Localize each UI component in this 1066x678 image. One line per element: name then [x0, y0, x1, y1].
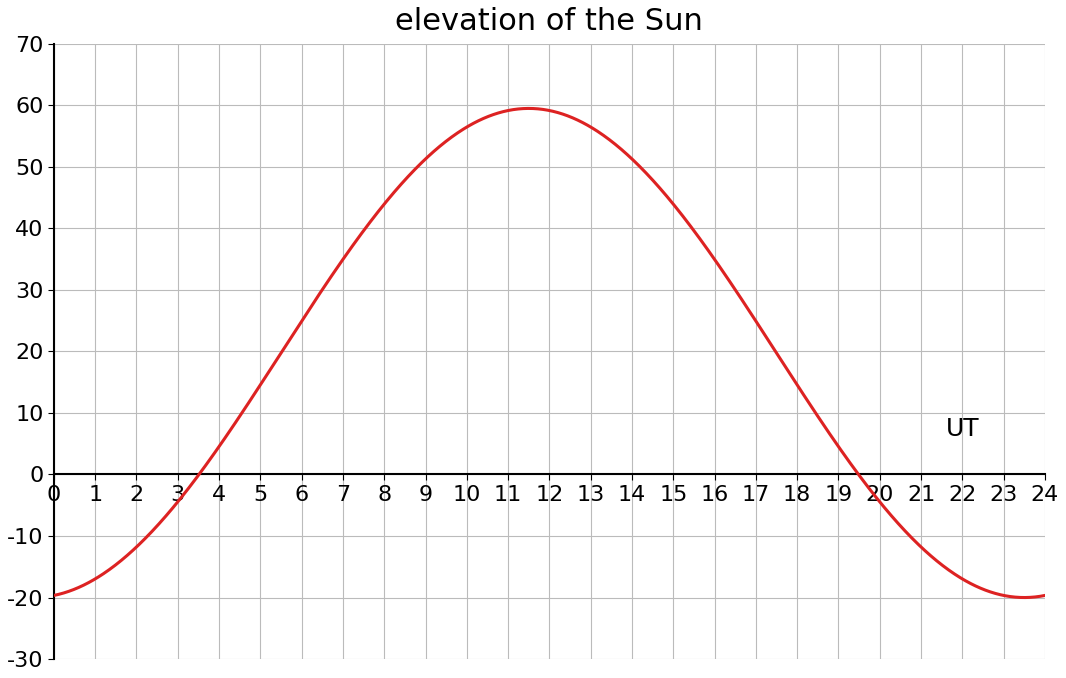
Text: UT: UT [946, 417, 980, 441]
Title: elevation of the Sun: elevation of the Sun [395, 7, 704, 36]
